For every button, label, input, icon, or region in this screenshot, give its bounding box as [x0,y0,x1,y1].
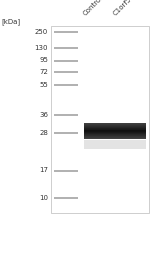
Bar [84,138,146,139]
Text: 72: 72 [39,69,48,75]
Bar [84,135,146,136]
Bar [84,125,146,126]
Bar [84,130,146,131]
Bar [84,126,146,127]
Text: 95: 95 [39,57,48,64]
Bar [84,131,146,132]
Bar [84,123,146,124]
Bar [84,124,146,125]
Text: [kDa]: [kDa] [2,19,21,25]
Bar [84,134,146,135]
Bar [51,26,148,213]
Text: C1orf50: C1orf50 [112,0,136,16]
Text: 36: 36 [39,112,48,119]
Bar [84,136,146,137]
Bar [84,132,146,133]
Text: 130: 130 [34,45,48,51]
Bar [84,126,146,127]
Text: 250: 250 [35,29,48,35]
Text: 17: 17 [39,167,48,174]
Bar [84,137,146,138]
Text: Control: Control [82,0,104,16]
Text: 10: 10 [39,195,48,201]
Text: 28: 28 [39,130,48,136]
Bar [84,140,146,148]
Bar [84,129,146,130]
Bar [84,133,146,134]
Bar [84,128,146,129]
Text: 55: 55 [39,82,48,88]
Bar [84,127,146,128]
